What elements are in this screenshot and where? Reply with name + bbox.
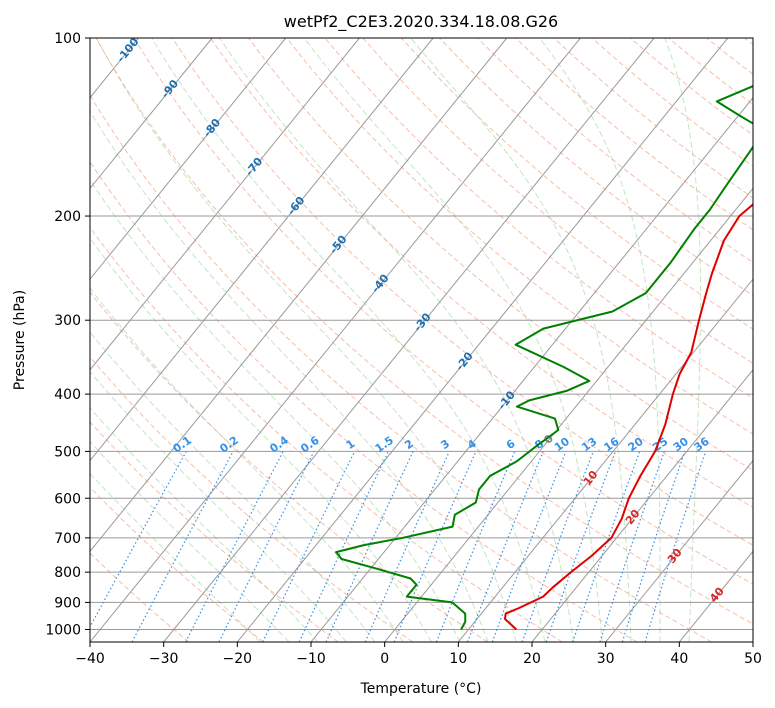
- plot-area: -100-90-80-70-60-50-40-30-20-10010203040…: [90, 38, 753, 642]
- isotherm-line: [90, 38, 213, 190]
- mixing-ratio-line: [644, 451, 707, 642]
- dry-adiabat-line: [439, 38, 753, 297]
- y-tick-label: 600: [54, 491, 81, 507]
- mixing-ratio-line: [545, 451, 617, 642]
- sounding-series: [335, 85, 753, 631]
- x-tick-label: 40: [670, 651, 688, 667]
- dry-adiabats: [90, 38, 753, 642]
- x-tick-label: −30: [149, 651, 179, 667]
- isotherm-line: [531, 369, 753, 642]
- x-tick-label: 50: [744, 651, 762, 667]
- isotherm-line: [310, 96, 753, 642]
- moist-adiabat-line: [303, 38, 603, 642]
- mixing-ratio-line: [621, 451, 686, 642]
- moist-adiabat-line: [664, 38, 702, 642]
- pressure-gridlines: [90, 38, 753, 630]
- mixing-ratio-line: [572, 451, 641, 642]
- dry-adiabat-line: [90, 291, 488, 642]
- isotherm-line: [163, 38, 655, 642]
- moist-adiabat-line: [410, 38, 632, 642]
- x-axis-label: Temperature (°C): [360, 681, 482, 697]
- isotherm-line: [90, 38, 508, 553]
- mixing-ratio-line: [131, 451, 234, 642]
- dry-adiabat-line: [90, 226, 563, 642]
- dry-adiabat-line: [90, 161, 638, 642]
- moist-adiabats: [90, 38, 702, 642]
- x-tick-label: −20: [223, 651, 253, 667]
- mixing-ratio-line: [435, 451, 516, 642]
- moist-adiabat-line: [539, 38, 661, 642]
- x-tick-label: −40: [75, 651, 105, 667]
- moist-adiabat-line: [90, 110, 489, 642]
- x-tick-label: 20: [523, 651, 541, 667]
- mixing-ratio-lines: [90, 451, 707, 642]
- y-tick-label: 800: [54, 565, 81, 581]
- temperature-profile-line: [504, 203, 753, 631]
- y-axis-label: Pressure (hPa): [12, 290, 28, 390]
- dry-adiabat-line: [209, 38, 753, 508]
- x-tick-label: 10: [449, 651, 467, 667]
- dry-adiabat-line: [95, 38, 753, 625]
- dry-adiabat-line: [133, 38, 753, 585]
- moist-adiabat-line: [90, 440, 290, 642]
- x-tick-label: −10: [296, 651, 326, 667]
- y-tick-label: 500: [54, 444, 81, 460]
- mixing-ratio-line: [364, 451, 450, 642]
- mixing-ratio-line: [185, 451, 284, 642]
- isotherm-line: [384, 187, 753, 642]
- isotherm-line: [90, 38, 360, 371]
- moist-adiabat-line: [90, 370, 347, 642]
- isotherms: [90, 38, 753, 642]
- dry-adiabat-line: [362, 38, 753, 364]
- x-tick-label: 0: [380, 651, 389, 667]
- dry-adiabat-line: [90, 421, 339, 642]
- chart-title: wetPf2_C2E3.2020.334.18.08.G26: [284, 12, 558, 32]
- isotherm-line: [90, 38, 434, 462]
- moist-adiabat-line: [90, 237, 432, 642]
- mixing-ratio-line: [393, 451, 477, 642]
- dewpoint-profile-line: [335, 85, 753, 630]
- y-tick-label: 700: [54, 531, 81, 547]
- x-tick-label: 30: [597, 651, 615, 667]
- isotherm-line: [90, 38, 581, 642]
- dry-adiabat-line: [90, 94, 712, 642]
- dry-adiabat-line: [324, 38, 753, 399]
- moist-adiabat-line: [90, 287, 404, 642]
- mixing-ratio-line: [90, 451, 187, 629]
- x-axis-ticks: −40 −30 −20 −10 0 10 20 30 40 50: [75, 642, 762, 667]
- moist-adiabat-line: [151, 38, 546, 642]
- y-tick-label: 200: [54, 209, 81, 225]
- isotherm-line: [236, 38, 729, 642]
- y-tick-label: 1000: [45, 622, 81, 638]
- isotherm-line: [90, 38, 287, 280]
- moist-adiabat-line: [90, 407, 319, 642]
- y-tick-label: 300: [54, 313, 81, 329]
- moist-adiabat-line: [90, 472, 261, 642]
- mixing-ratio-line: [491, 451, 567, 642]
- y-axis-ticks: 1000 900 800 700 600 500 400 300 200 100: [45, 31, 90, 638]
- mixing-ratio-line: [521, 451, 594, 642]
- mixing-ratio-line: [599, 451, 665, 642]
- isotherm-line: [605, 459, 753, 642]
- moist-adiabat-line: [219, 38, 575, 642]
- dry-adiabat-line: [248, 38, 753, 471]
- moist-adiabat-line: [90, 331, 376, 642]
- mixing-ratio-line: [218, 451, 315, 642]
- y-tick-label: 900: [54, 595, 81, 611]
- y-tick-label: 400: [54, 387, 81, 403]
- plot-frame: [89, 37, 754, 643]
- dry-adiabat-line: [90, 552, 190, 642]
- y-tick-label: 100: [54, 31, 81, 47]
- mixing-ratio-line: [466, 451, 544, 642]
- isotherm-line: [457, 278, 753, 642]
